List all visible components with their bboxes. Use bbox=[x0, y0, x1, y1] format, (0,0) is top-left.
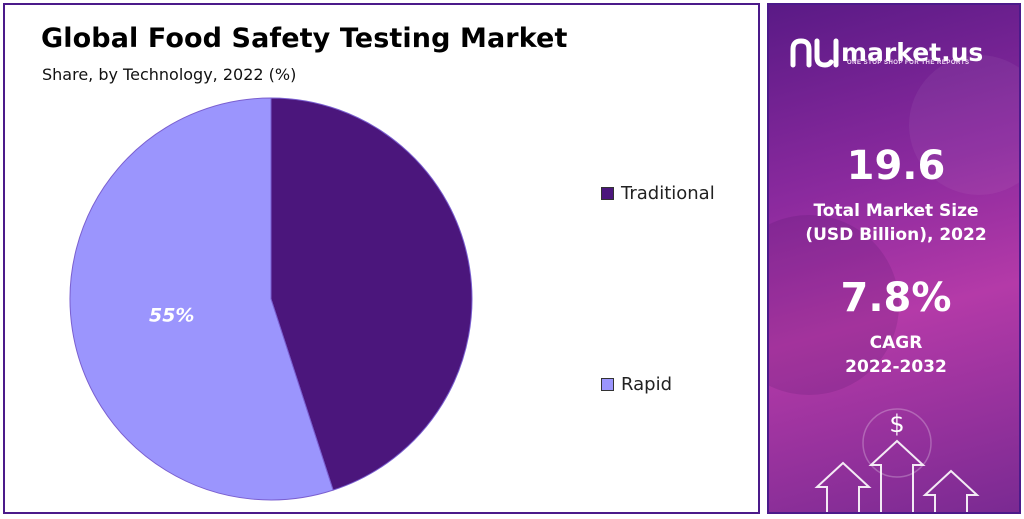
chart-panel: Global Food Safety Testing Market Share,… bbox=[3, 3, 760, 514]
sidebar-background-graphic: $ bbox=[769, 55, 1019, 512]
data-label-rapid: 55% bbox=[149, 305, 194, 327]
pie-chart: 55% bbox=[69, 97, 473, 501]
legend-swatch-traditional bbox=[601, 187, 614, 200]
cagr-label: CAGR bbox=[869, 333, 923, 353]
market-size-label-line2: (USD Billion), 2022 bbox=[805, 225, 987, 245]
legend-swatch-rapid bbox=[601, 378, 614, 391]
chart-subtitle: Share, by Technology, 2022 (%) bbox=[42, 65, 297, 84]
brand-name: market.us bbox=[841, 37, 984, 67]
legend-item-traditional: Traditional bbox=[601, 183, 715, 204]
stats-sidebar: $ market.us ONE STOP SHOP FOR THE REPORT… bbox=[767, 3, 1021, 514]
brand-tagline: ONE STOP SHOP FOR THE REPORTS bbox=[847, 60, 970, 66]
brand-logo: market.us bbox=[789, 35, 983, 69]
market-size-label-line1: Total Market Size bbox=[813, 201, 979, 221]
legend-item-rapid: Rapid bbox=[601, 374, 672, 395]
legend-label-traditional: Traditional bbox=[621, 183, 715, 204]
chart-title: Global Food Safety Testing Market bbox=[41, 23, 568, 54]
market-us-logo-icon bbox=[790, 38, 839, 68]
growth-arrows-icon bbox=[814, 439, 980, 512]
pie-slice-rapid bbox=[69, 97, 334, 501]
dollar-icon: $ bbox=[889, 410, 904, 438]
cagr-period: 2022-2032 bbox=[845, 357, 947, 377]
legend-label-rapid: Rapid bbox=[621, 374, 672, 395]
market-size-value: 19.6 bbox=[846, 143, 946, 189]
cagr-value: 7.8% bbox=[840, 275, 952, 321]
pie-slice-traditional bbox=[270, 97, 473, 491]
